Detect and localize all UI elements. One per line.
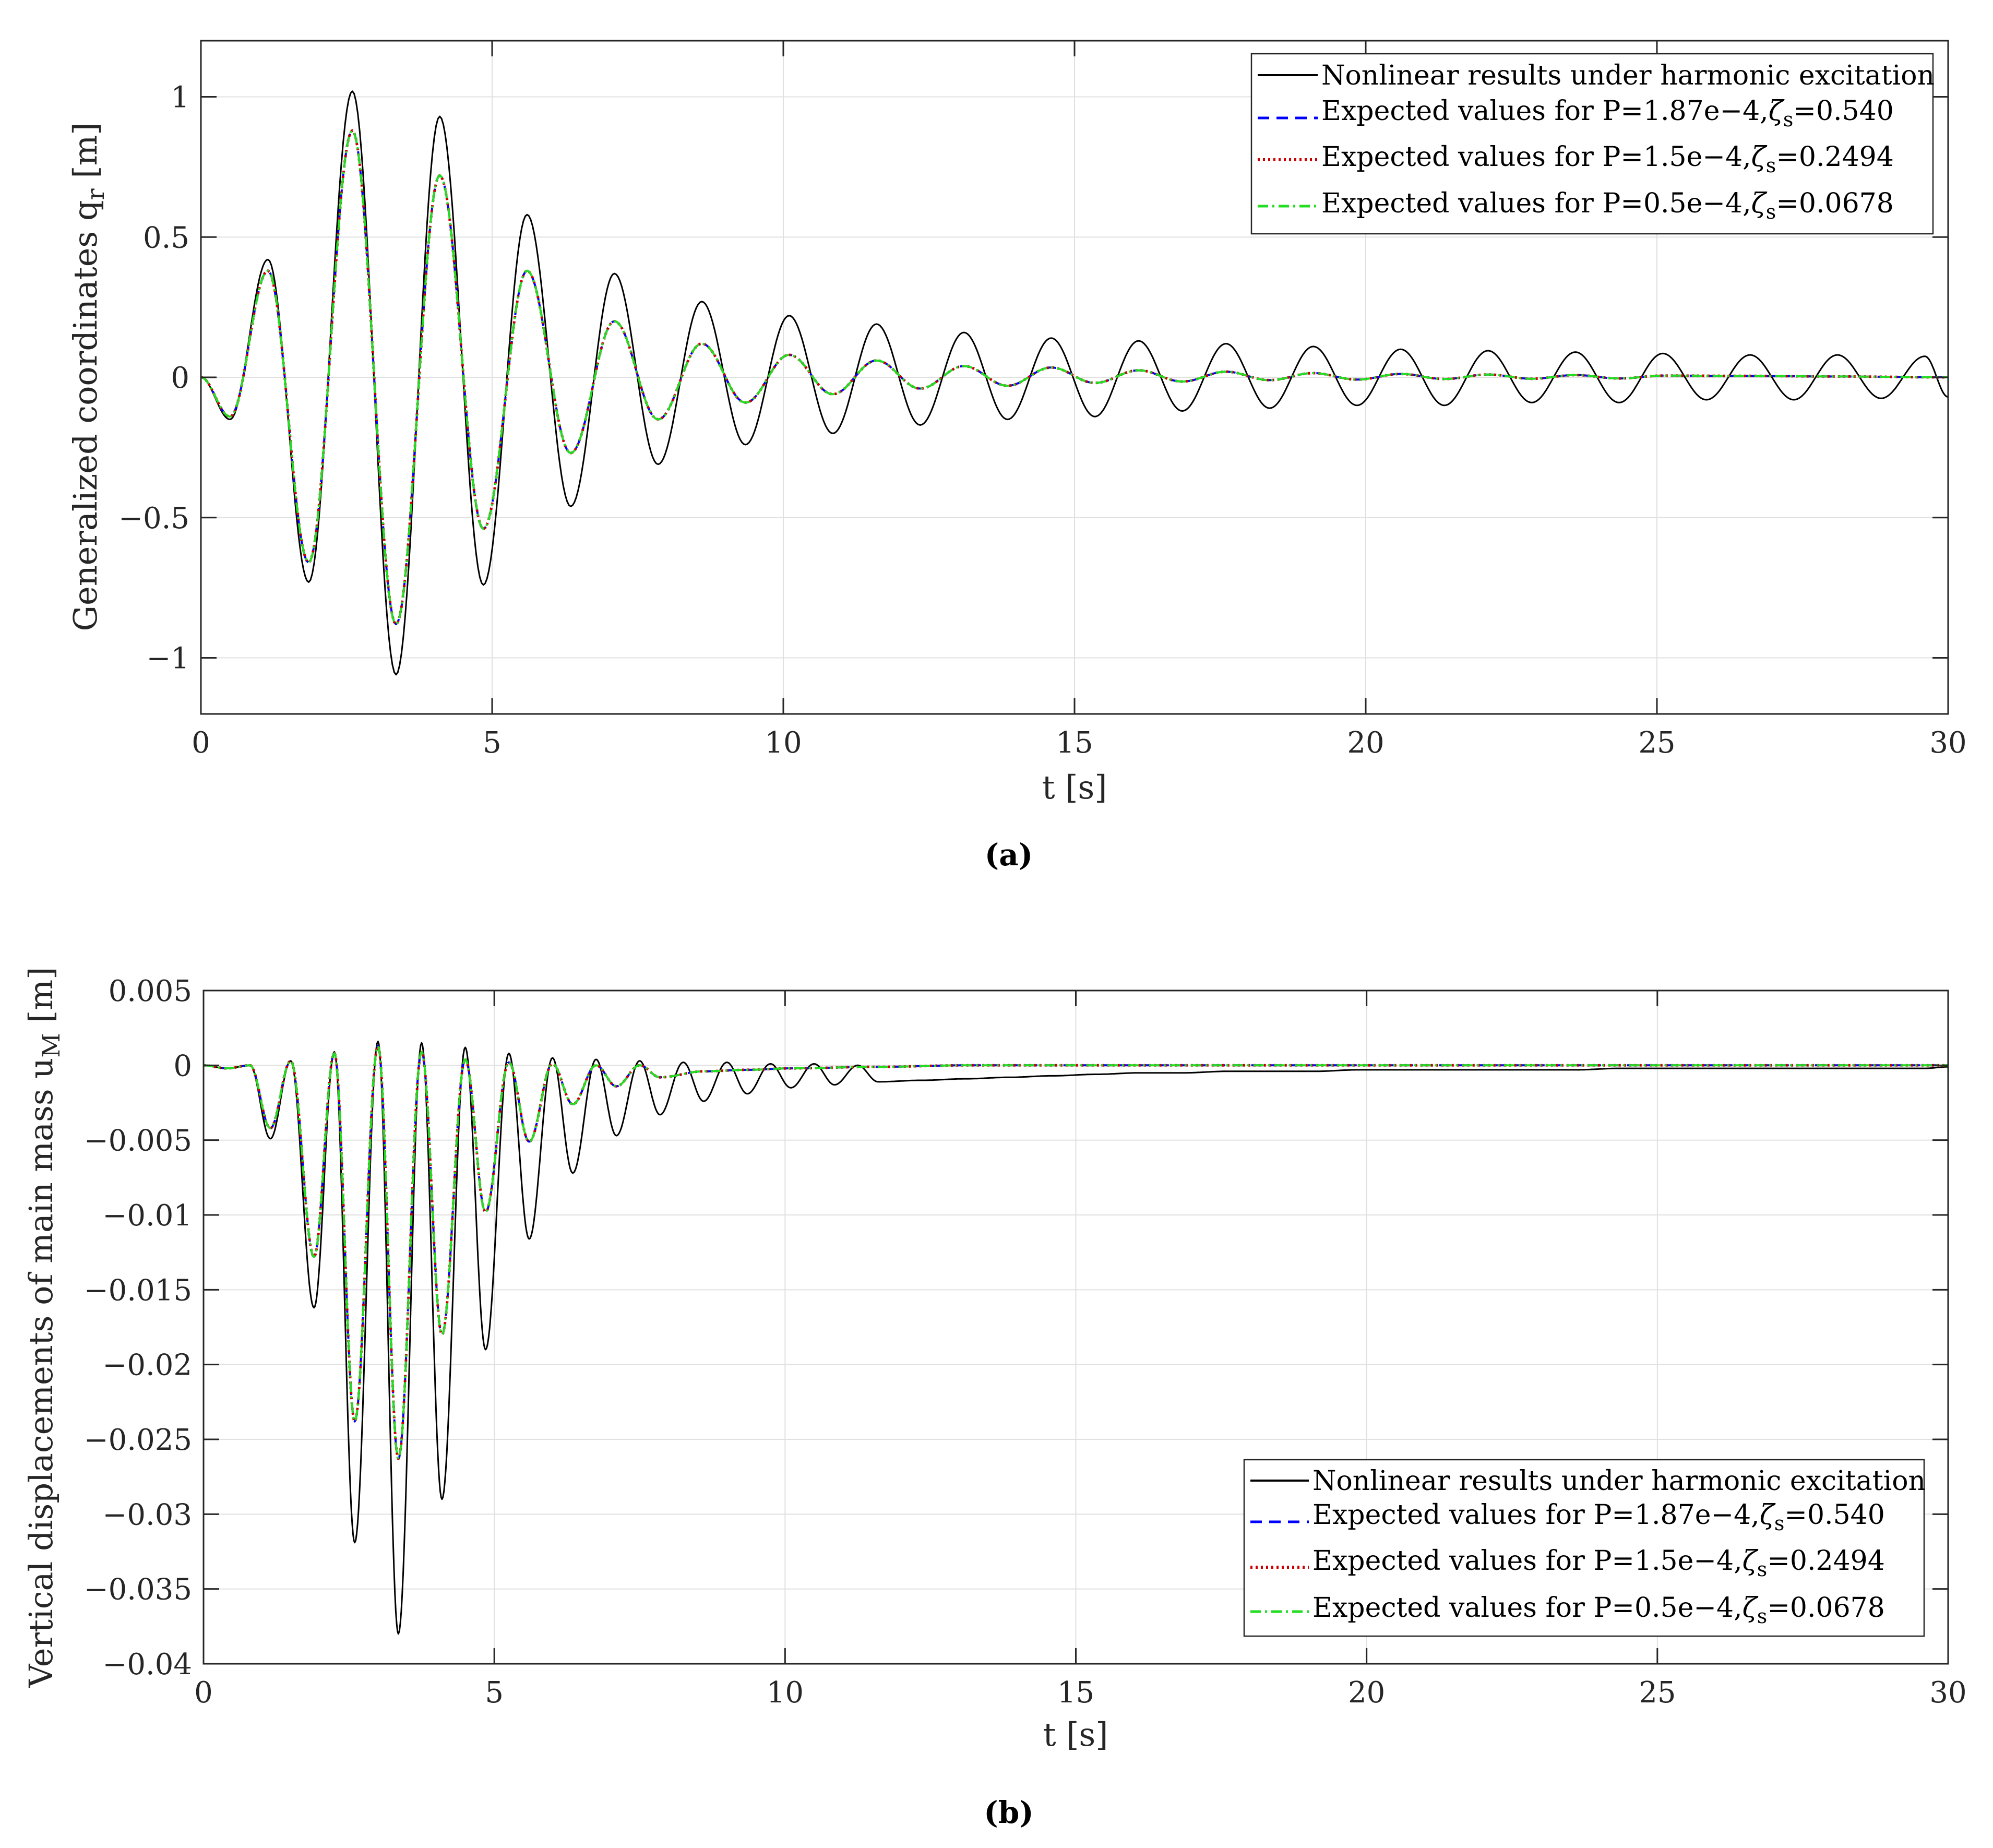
panel-b-ylabel: Vertical displacements of main mass uM [… — [22, 967, 65, 1688]
panel-a-legend-label-1-sub: s — [1783, 108, 1794, 131]
panel-a-ytick-label-4: −1 — [146, 642, 189, 676]
panel-a-ytick-label-3: −0.5 — [118, 502, 189, 535]
panel-b-ytick-label-9: −0.04 — [102, 1648, 192, 1682]
panel-a-series-0 — [201, 90, 1948, 676]
panel-b-ylabel-sub: M — [37, 1033, 65, 1058]
panel-b-legend-label-3-val: =0.0678 — [1767, 1592, 1885, 1624]
panel-b-legend-label-1-zeta: ζ — [1760, 1499, 1776, 1531]
panel-b-legend-label-3-main: Expected values for P=0.5e−4, — [1312, 1592, 1743, 1624]
panel-b-ytick-label-2: −0.005 — [84, 1124, 192, 1158]
panel-b-ytick-label-7: −0.03 — [102, 1498, 192, 1532]
panel-a-ticks: 0 5 10 15 20 25 30 1 0.5 0 −0.5 −1 — [118, 41, 1967, 760]
panel-b-legend: Nonlinear results under harmonic excitat… — [1243, 1459, 1926, 1637]
panel-a-legend-label-0: Nonlinear results under harmonic excitat… — [1321, 60, 1935, 91]
panel-b-legend-label-1-main: Expected values for P=1.87e−4, — [1312, 1499, 1760, 1531]
panel-b-legend-label-3: Expected values for P=0.5e−4,ζs=0.0678 — [1312, 1592, 1885, 1628]
panel-b-legend-label-1-val: =0.540 — [1784, 1499, 1884, 1531]
panel-b-ytick-label-6: −0.025 — [84, 1423, 192, 1457]
panel-b-ytick-label-1: 0 — [173, 1049, 192, 1083]
panel-a-legend-label-3-sub: s — [1766, 200, 1776, 223]
panel-a-legend-label-2-val: =0.2494 — [1776, 141, 1894, 173]
panel-a-xtick-label-4: 20 — [1347, 726, 1384, 760]
panel-b-legend-label-3-sub: s — [1757, 1605, 1768, 1628]
panel-a-legend-label-3-main: Expected values for P=0.5e−4, — [1321, 188, 1751, 219]
panel-b-caption: (b) — [984, 1795, 1033, 1830]
panel-a-legend-label-1-val: =0.540 — [1793, 96, 1893, 127]
panel-a-xtick-label-3: 15 — [1056, 726, 1093, 760]
panel-a-xtick-label-0: 0 — [192, 726, 210, 760]
panel-b-xtick-label-6: 30 — [1929, 1676, 1966, 1710]
panel-a-legend-label-2-zeta: ζ — [1751, 141, 1768, 173]
panel-a-legend-label-2: Expected values for P=1.5e−4,ζs=0.2494 — [1321, 141, 1894, 177]
panel-b-plot-area — [204, 1041, 1948, 1635]
panel-a-legend-label-3: Expected values for P=0.5e−4,ζs=0.0678 — [1321, 188, 1894, 223]
panel-a-xlabel: t [s] — [1042, 768, 1107, 806]
panel-b-ylabel-main: Vertical displacements of main mass u — [22, 1058, 60, 1688]
panel-a-legend: Nonlinear results under harmonic excitat… — [1250, 53, 1935, 235]
panel-a-legend-label-2-sub: s — [1766, 154, 1776, 177]
panel-a-legend-box — [1250, 53, 1934, 235]
panel-b-series-0 — [204, 1041, 1948, 1635]
panel-a-legend-label-3-zeta: ζ — [1751, 188, 1768, 219]
panel-a-xtick-label-1: 5 — [483, 726, 502, 760]
panel-a-ylabel-unit: [m] — [66, 123, 104, 189]
panel-b-ticks: 0 5 10 15 20 25 30 0.005 0 −0.005 −0.01 −0.015 −0.02… — [84, 974, 1967, 1710]
panel-a-ylabel-main: Generalized coordinates q — [66, 200, 104, 631]
panel-a-caption: (a) — [985, 837, 1033, 873]
panel-a-ylabel-sub: r — [81, 188, 110, 200]
panel-a-xtick-label-6: 30 — [1929, 726, 1966, 760]
panel-a-ytick-label-1: 0.5 — [143, 221, 189, 255]
panel-b-xtick-label-5: 25 — [1639, 1676, 1676, 1710]
panel-a-legend-label-2-main: Expected values for P=1.5e−4, — [1321, 141, 1751, 173]
panel-b-ytick-label-3: −0.01 — [102, 1199, 192, 1233]
panel-b-legend-label-1: Expected values for P=1.87e−4,ζs=0.540 — [1312, 1499, 1885, 1535]
panel-b-xtick-label-0: 0 — [194, 1676, 213, 1710]
panel-a-legend-label-1-main: Expected values for P=1.87e−4, — [1321, 96, 1769, 127]
panel-b-legend-label-2-sub: s — [1757, 1558, 1768, 1581]
panel-a: 0 5 10 15 20 25 30 1 0.5 0 −0.5 −1 t [s] Generalize… — [66, 40, 1967, 873]
panel-b-legend-label-2: Expected values for P=1.5e−4,ζs=0.2494 — [1312, 1545, 1885, 1581]
panel-b-ytick-label-0: 0.005 — [109, 974, 192, 1008]
panel-b-series-3 — [204, 1045, 1948, 1460]
panel-a-series-2 — [201, 129, 1948, 626]
panel-a-plot-area — [201, 90, 1948, 676]
panel-b-xtick-label-4: 20 — [1348, 1676, 1385, 1710]
panel-b-legend-label-2-main: Expected values for P=1.5e−4, — [1312, 1545, 1743, 1577]
panel-b-legend-label-1-sub: s — [1774, 1512, 1785, 1535]
panel-b-legend-label-3-zeta: ζ — [1743, 1592, 1759, 1624]
panel-a-ytick-label-2: 0 — [171, 361, 189, 395]
panel-a-legend-label-3-val: =0.0678 — [1776, 188, 1894, 219]
panel-a-xtick-label-2: 10 — [765, 726, 802, 760]
panel-a-grid — [200, 41, 1949, 714]
panel-a-legend-label-1-zeta: ζ — [1769, 96, 1785, 127]
panel-a-series-3 — [201, 129, 1948, 625]
panel-b-ytick-label-5: −0.02 — [102, 1349, 192, 1382]
panel-b-ytick-label-8: −0.035 — [84, 1573, 192, 1607]
panel-b-legend-label-0: Nonlinear results under harmonic excitat… — [1312, 1465, 1926, 1497]
panel-b-xtick-label-2: 10 — [767, 1676, 804, 1710]
panel-a-ylabel: Generalized coordinates qr [m] — [66, 123, 110, 631]
panel-b-xtick-label-1: 5 — [485, 1676, 504, 1710]
panel-b-xlabel: t [s] — [1043, 1715, 1108, 1754]
panel-a-ytick-label-0: 1 — [171, 81, 189, 115]
panel-b-legend-label-2-zeta: ζ — [1743, 1545, 1759, 1577]
panel-a-xtick-label-5: 25 — [1638, 726, 1675, 760]
panel-b-xtick-label-3: 15 — [1057, 1676, 1094, 1710]
panel-b-legend-label-2-val: =0.2494 — [1767, 1545, 1885, 1577]
panel-b-ylabel-unit: [m] — [22, 967, 60, 1033]
panel-b-ytick-label-4: −0.015 — [84, 1273, 192, 1307]
panel-b-legend-box — [1243, 1459, 1925, 1637]
panel-a-legend-label-1: Expected values for P=1.87e−4,ζs=0.540 — [1321, 96, 1894, 131]
panel-b: 0 5 10 15 20 25 30 0.005 0 −0.005 −0.01 −0.015 −0.02… — [22, 967, 1967, 1830]
